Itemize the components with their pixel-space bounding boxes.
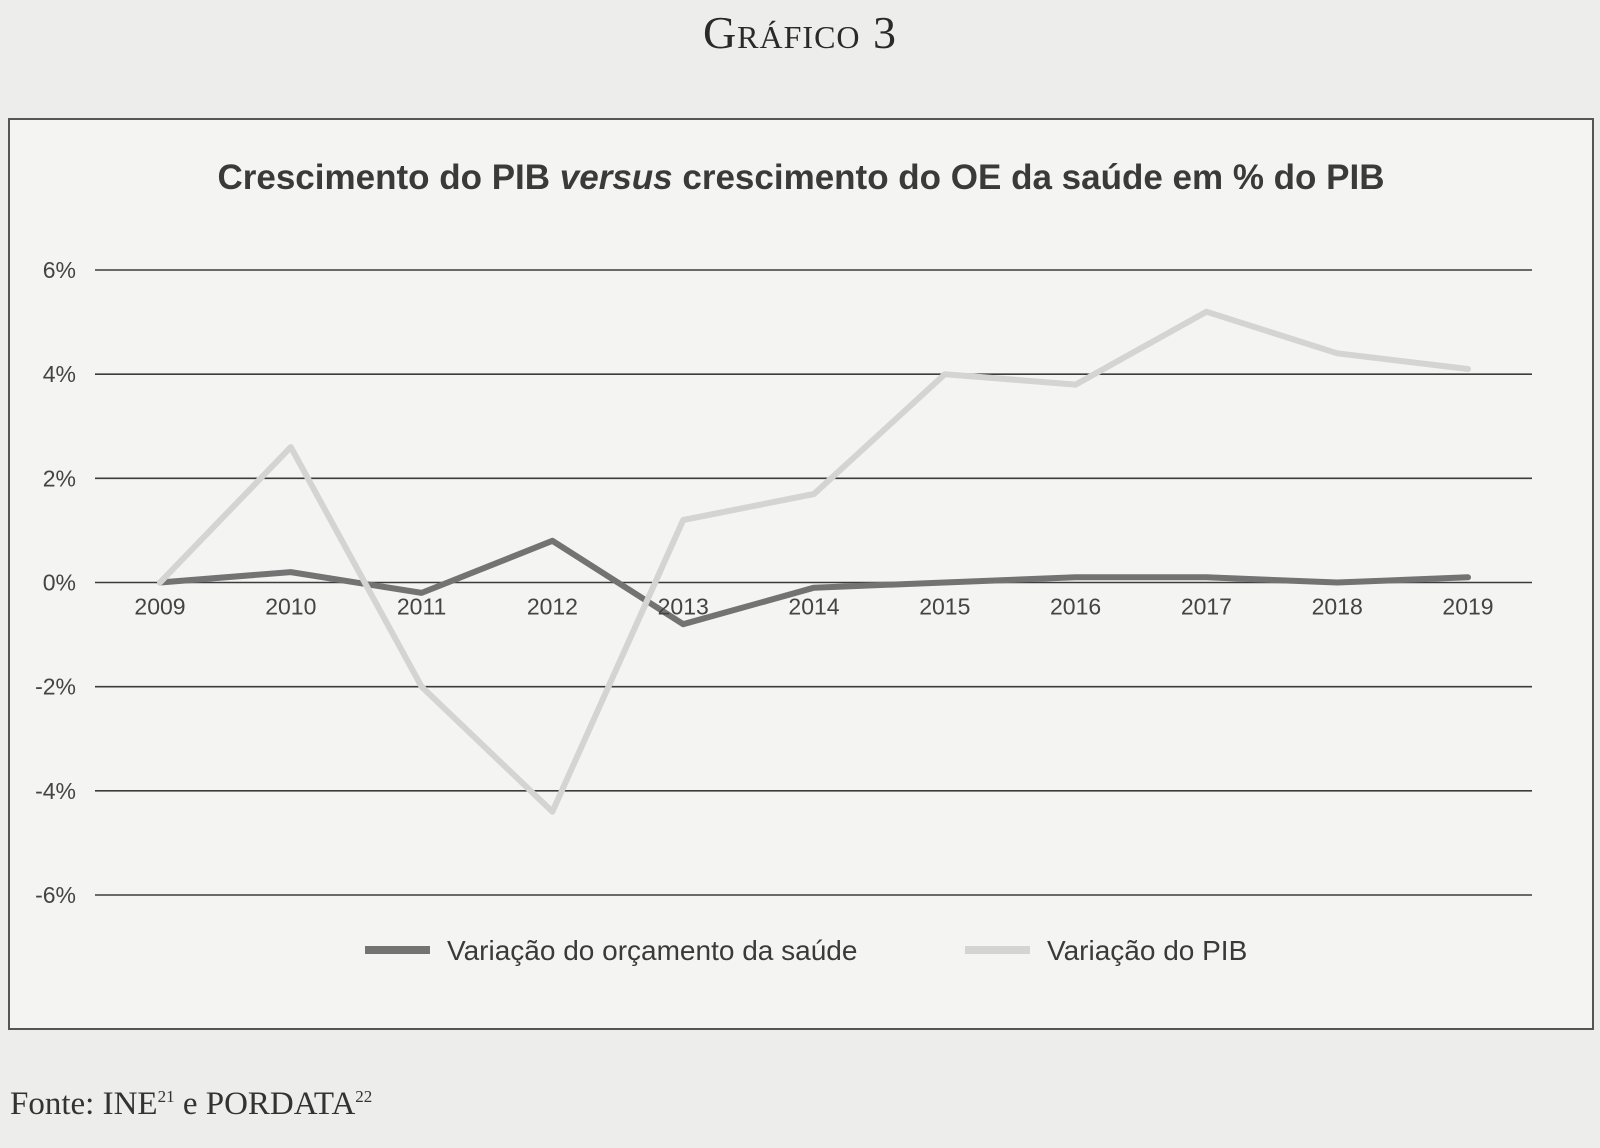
y-tick-label: -6% (35, 882, 76, 908)
source-prefix: Fonte: (10, 1086, 103, 1122)
data-point (1465, 574, 1471, 580)
data-point (288, 444, 294, 450)
data-point (1073, 382, 1079, 388)
y-tick-label: 4% (43, 361, 76, 387)
data-point (1203, 309, 1209, 315)
data-point (549, 538, 555, 544)
data-point (1334, 580, 1340, 585)
chart-title-italic: versus (559, 158, 673, 197)
chart-title: Crescimento do PIB versus crescimento do… (10, 158, 1592, 198)
data-point (811, 491, 817, 497)
source-note: Fonte: INE21 e PORDATA22 (10, 1086, 372, 1123)
legend-label: Variação do PIB (1047, 935, 1247, 966)
data-point (419, 684, 425, 690)
y-tick-label: 6% (43, 257, 76, 283)
data-point (288, 569, 294, 575)
x-tick-label: 2010 (265, 594, 316, 620)
chart-title-part2: crescimento do OE da saúde em % do PIB (672, 158, 1385, 197)
x-tick-label: 2015 (919, 594, 970, 620)
legend-label: Variação do orçamento da saúde (447, 935, 857, 966)
data-point (942, 580, 948, 585)
data-point (811, 585, 817, 591)
data-point (680, 517, 686, 523)
data-point (680, 621, 686, 627)
x-tick-label: 2019 (1442, 594, 1493, 620)
y-tick-label: 2% (43, 465, 76, 491)
data-point (1465, 366, 1471, 372)
series-line-2 (157, 308, 1471, 815)
source-conj: e (174, 1086, 206, 1122)
y-tick-label: -2% (35, 674, 76, 700)
x-tick-label: 2016 (1050, 594, 1101, 620)
x-tick-label: 2011 (397, 594, 446, 620)
figure-label: Gráfico 3 (702, 7, 898, 58)
data-point (419, 590, 425, 596)
source-pordata: PORDATA (205, 1086, 356, 1122)
source-ine-ref: 21 (157, 1087, 175, 1106)
chart-title-part1: Crescimento do PIB (217, 158, 560, 197)
y-tick-label: -4% (35, 778, 76, 804)
y-tick-label: 0% (43, 570, 76, 596)
chart-frame: Crescimento do PIB versus crescimento do… (8, 118, 1594, 1030)
data-point (942, 371, 948, 377)
x-tick-label: 2009 (134, 594, 185, 620)
line-chart: 6% 4% 2% 0% -2% -4% -6% 2009 2010 2011 2012 2013 20… (35, 257, 1532, 966)
data-point (157, 580, 163, 585)
x-tick-label: 2017 (1181, 594, 1232, 620)
x-tick-label: 2012 (527, 594, 578, 620)
data-point (549, 809, 555, 815)
data-point (1073, 574, 1079, 580)
x-tick-label: 2018 (1312, 594, 1363, 620)
source-ine: INE (102, 1086, 158, 1122)
x-tick-label: 2014 (788, 594, 839, 620)
data-point (1334, 350, 1340, 356)
source-pordata-ref: 22 (355, 1087, 373, 1106)
x-tick-label: 2013 (658, 594, 709, 620)
data-point (1203, 574, 1209, 580)
